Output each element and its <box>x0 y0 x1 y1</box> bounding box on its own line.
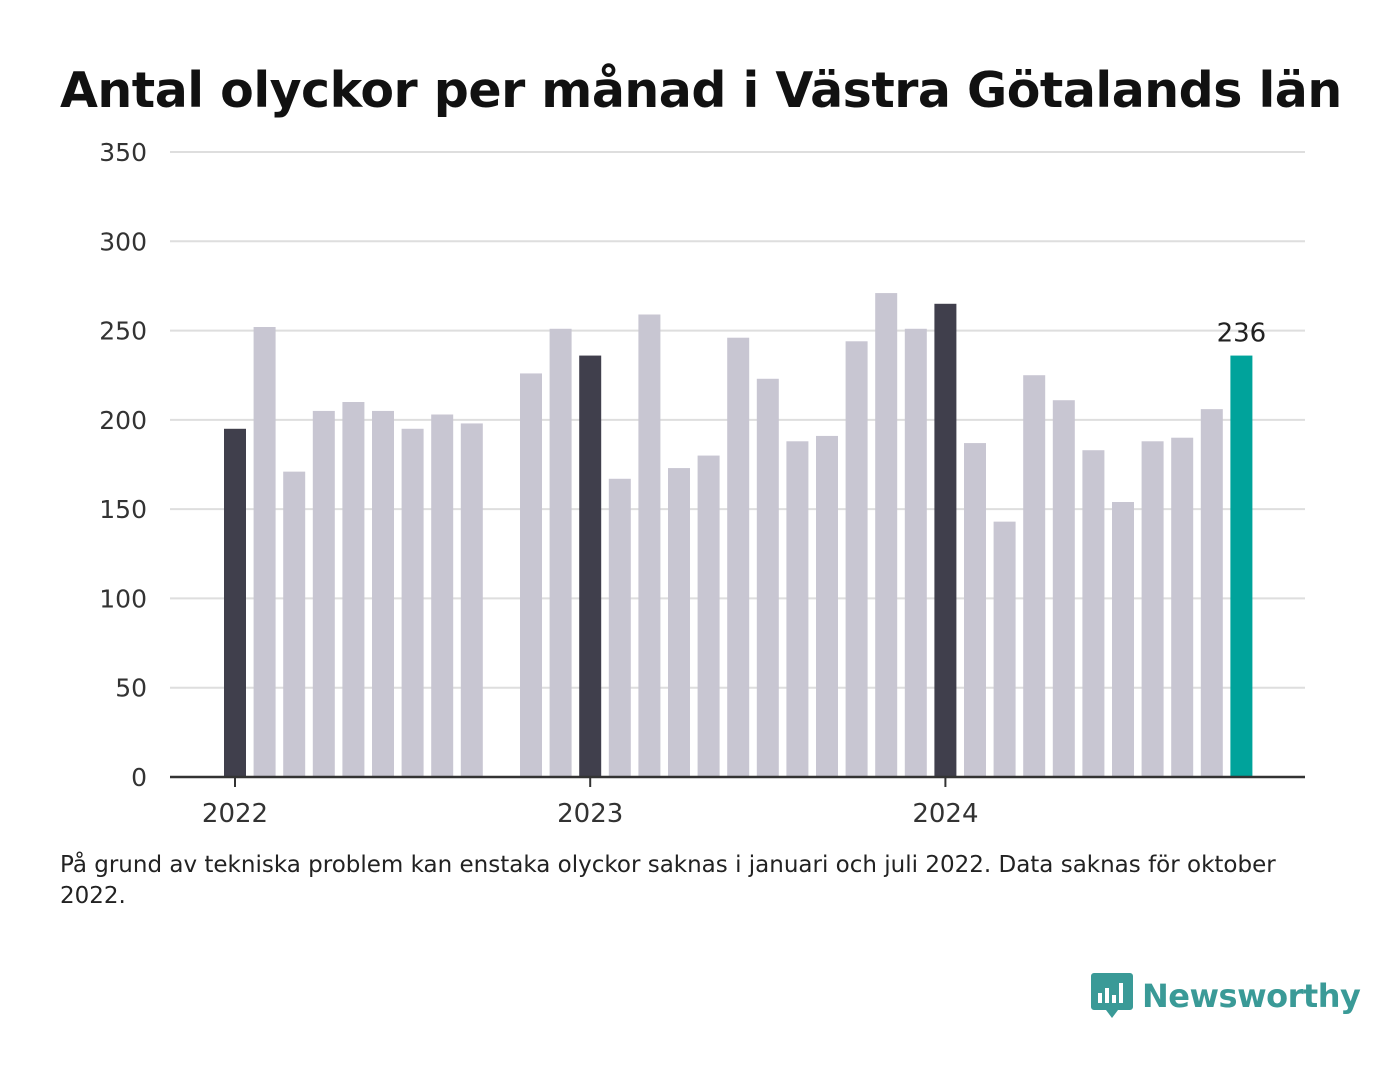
x-tick-label: 2024 <box>912 799 978 829</box>
bar <box>934 303 957 777</box>
y-tick-label: 250 <box>99 317 147 346</box>
bar <box>668 468 690 777</box>
bar <box>964 443 986 777</box>
bar <box>638 314 661 777</box>
brand-logo: Newsworthy <box>1090 968 1361 1024</box>
y-tick-label: 150 <box>99 495 147 524</box>
bar <box>1171 437 1194 777</box>
bar <box>845 341 868 777</box>
chart-title: Antal olyckor per månad i Västra Götalan… <box>60 62 1342 119</box>
bar <box>283 471 306 777</box>
bar <box>401 428 424 777</box>
newsworthy-logo-icon <box>1091 973 1133 1018</box>
data-labels: 236 <box>1217 319 1267 349</box>
bar <box>1082 450 1105 777</box>
y-tick-label: 300 <box>99 227 147 256</box>
bar <box>431 414 454 777</box>
y-tick-label: 100 <box>99 584 147 613</box>
bar <box>727 337 750 777</box>
data-label: 236 <box>1217 319 1267 349</box>
bar <box>993 521 1016 777</box>
bar <box>1112 502 1134 777</box>
bar <box>1230 355 1253 777</box>
bar <box>312 410 335 777</box>
bars <box>224 293 1253 777</box>
bar <box>253 327 276 777</box>
bar <box>608 478 631 777</box>
bar <box>342 402 365 777</box>
bar <box>816 435 838 777</box>
bar <box>904 328 927 777</box>
x-tick-label: 2023 <box>557 799 623 829</box>
bar <box>1200 409 1223 777</box>
bar <box>372 410 394 777</box>
y-tick-label: 0 <box>131 763 147 792</box>
bar <box>875 293 898 777</box>
bar <box>579 355 602 777</box>
bar <box>1141 441 1164 777</box>
bar <box>520 373 542 777</box>
brand-name: Newsworthy <box>1142 977 1361 1015</box>
y-tick-label: 350 <box>99 138 147 167</box>
y-axis-ticks: 0 50 100 150 200 250 300 350 <box>99 138 147 792</box>
bar <box>1052 400 1075 777</box>
bar-chart: 0 50 100 150 200 250 300 350 2022 2023 2024 236 <box>99 138 1305 829</box>
x-tick-label: 2022 <box>202 799 268 829</box>
bar <box>224 428 246 777</box>
chart-footnote: På grund av tekniska problem kan enstaka… <box>60 852 1276 909</box>
x-axis-ticks: 2022 2023 2024 <box>170 775 1305 829</box>
bar <box>1023 375 1046 777</box>
bar <box>549 328 572 777</box>
bar <box>460 423 483 777</box>
bar <box>697 455 720 777</box>
bar <box>756 378 779 777</box>
bar <box>786 441 809 777</box>
y-tick-label: 200 <box>99 406 147 435</box>
y-tick-label: 50 <box>115 674 147 703</box>
